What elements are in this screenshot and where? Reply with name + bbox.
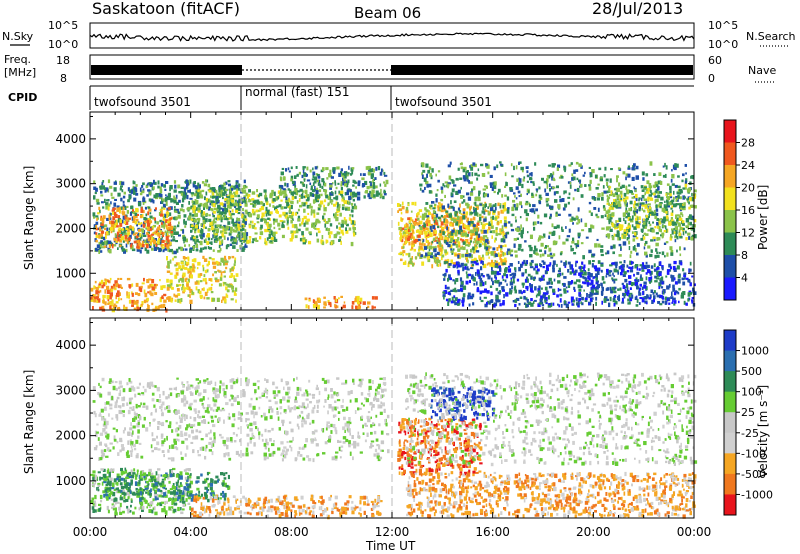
time-tick-1: 04:00 [173, 525, 208, 539]
velocity-colorbar-swatch-8 [724, 494, 736, 516]
power-colorbar-label: Power [dB] [756, 185, 770, 250]
power-region-10 [442, 259, 697, 308]
freq-label-1: Freq. [4, 53, 31, 66]
power-ytick-3: 4000 [55, 132, 86, 146]
cpid-segment-1: twofsound 3501 [94, 95, 191, 109]
power-colorbar-tick-3: 16 [741, 204, 755, 217]
nsky-trace [89, 32, 695, 42]
power-region-5 [278, 165, 389, 201]
power-colorbar-swatch-0 [724, 120, 736, 143]
power-colorbar-swatch-3 [724, 187, 736, 211]
nsearch-tick-bottom: 10^0 [708, 38, 738, 51]
velocity-panel-data [90, 318, 698, 520]
time-tick-4: 16:00 [475, 525, 510, 539]
velocity-colorbar-tick-7: -1000 [741, 488, 773, 501]
time-tick-3: 12:00 [375, 525, 410, 539]
time-tick-6: 00:00 [677, 525, 712, 539]
power-region-11 [605, 183, 697, 241]
velocity-colorbar: 1000 500 100 25 -25 -100 -500 -1000 [723, 329, 773, 516]
nsearch-tick-top: 10^5 [708, 19, 738, 32]
velocity-region-3 [190, 494, 383, 520]
freq-tick-top: 18 [56, 54, 70, 67]
velocity-colorbar-tick-5: -100 [741, 447, 766, 460]
velocity-colorbar-swatch-7 [724, 473, 736, 495]
power-colorbar: 28 24 20 16 12 8 4 [723, 119, 755, 301]
velocity-colorbar-tick-2: 100 [741, 386, 762, 399]
velocity-colorbar-tick-1: 500 [741, 365, 762, 378]
power-panel-axes: 1000 2000 3000 4000 [55, 112, 695, 310]
nsky-tick-bottom: 10^0 [48, 38, 78, 51]
velocity-region-6 [405, 372, 698, 467]
beam-title: Beam 06 [354, 4, 421, 22]
power-colorbar-swatch-6 [724, 255, 736, 278]
nave-label: Nave [748, 64, 776, 77]
power-colorbar-swatch-2 [724, 165, 736, 188]
power-ytick-2: 3000 [55, 177, 86, 191]
velocity-ytick-2: 3000 [55, 383, 86, 397]
power-colorbar-swatch-7 [724, 277, 736, 301]
freq-tick-bottom: 8 [60, 72, 67, 85]
power-region-1 [95, 206, 174, 250]
power-ytick-0: 1000 [55, 266, 86, 280]
freq-label-2: [MHz] [4, 66, 36, 79]
time-tick-5: 20:00 [576, 525, 611, 539]
nsearch-label: N.Search [746, 30, 796, 43]
velocity-colorbar-label: Velocity [m s⁻¹] [756, 385, 770, 478]
velocity-ytick-0: 1000 [55, 474, 86, 488]
velocity-colorbar-swatch-3 [724, 391, 736, 413]
power-colorbar-swatch-1 [724, 142, 736, 166]
cpid-segment-3: twofsound 3501 [395, 95, 492, 109]
power-region-3 [166, 255, 239, 304]
power-region-9 [417, 161, 697, 260]
velocity-panel-ylabel: Slant Range [km] [22, 370, 36, 474]
velocity-colorbar-swatch-6 [724, 453, 736, 475]
freq-band-segment-3 [391, 65, 693, 75]
power-colorbar-swatch-4 [724, 210, 736, 233]
power-colorbar-tick-0: 28 [741, 137, 755, 150]
date-title: 28/Jul/2013 [592, 0, 683, 18]
freq-band-segment-1 [91, 65, 242, 75]
power-colorbar-tick-6: 4 [741, 272, 748, 285]
time-axis-ticks: 00:00 04:00 08:00 12:00 16:00 20:00 00:00 [73, 525, 712, 539]
power-colorbar-tick-4: 12 [741, 227, 755, 240]
power-ytick-1: 2000 [55, 221, 86, 235]
velocity-colorbar-swatch-5 [724, 432, 736, 454]
power-panel-data [90, 112, 697, 313]
power-panel-ylabel: Slant Range [km] [22, 166, 36, 270]
time-tick-2: 08:00 [274, 525, 309, 539]
time-axis-label: Time UT [365, 539, 416, 553]
time-tick-0: 00:00 [73, 525, 108, 539]
power-colorbar-tick-1: 24 [741, 159, 755, 172]
velocity-region-2 [102, 471, 231, 503]
power-colorbar-tick-2: 20 [741, 182, 755, 195]
freq-strip-frame [89, 54, 695, 80]
velocity-colorbar-swatch-4 [724, 412, 736, 434]
velocity-region-7 [405, 471, 697, 520]
velocity-colorbar-tick-0: 1000 [741, 345, 769, 358]
cpid-segment-2: normal (fast) 151 [245, 85, 349, 99]
velocity-colorbar-tick-4: -25 [741, 427, 759, 440]
velocity-colorbar-swatch-2 [724, 371, 736, 393]
power-region-4 [190, 188, 358, 247]
nave-tick-bottom: 0 [708, 72, 715, 85]
nsky-tick-top: 10^5 [48, 19, 78, 32]
nave-tick-top: 60 [708, 54, 722, 67]
cpid-label: CPID [8, 91, 37, 104]
velocity-colorbar-swatch-1 [724, 350, 736, 372]
power-colorbar-tick-5: 8 [741, 249, 748, 262]
power-region-2 [90, 277, 168, 313]
velocity-colorbar-tick-6: -500 [741, 468, 766, 481]
power-colorbar-swatch-5 [724, 232, 736, 256]
velocity-ytick-1: 2000 [55, 429, 86, 443]
station-title: Saskatoon (fitACF) [92, 0, 240, 18]
velocity-region-0 [92, 376, 390, 463]
power-region-6 [304, 295, 378, 311]
velocity-colorbar-tick-3: 25 [741, 406, 755, 419]
velocity-panel-axes: 1000 2000 3000 4000 [55, 318, 695, 518]
nsky-label: N.Sky [2, 30, 34, 43]
velocity-colorbar-swatch-0 [724, 330, 736, 352]
velocity-ytick-3: 4000 [55, 338, 86, 352]
